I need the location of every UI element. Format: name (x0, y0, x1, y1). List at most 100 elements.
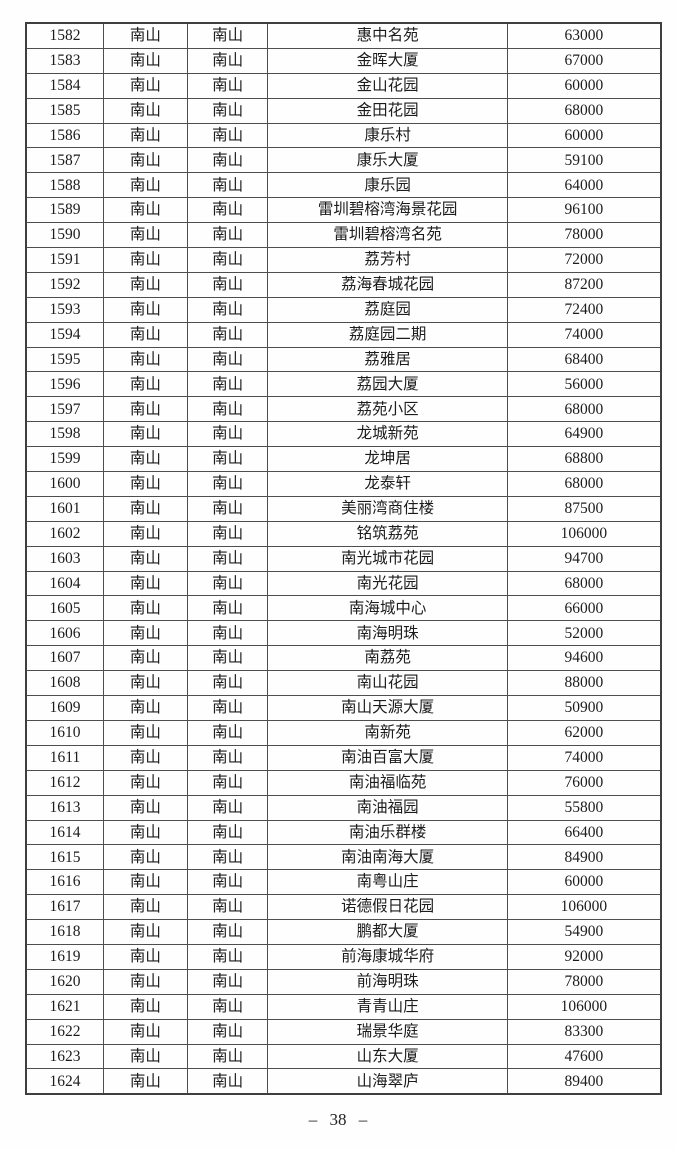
price-cell: 74000 (506, 321, 662, 348)
price-cell: 72400 (506, 296, 662, 323)
serial-number-cell: 1622 (25, 1018, 104, 1045)
serial-number-cell: 1607 (25, 645, 104, 672)
subdistrict-cell: 南山 (186, 570, 269, 597)
table-row: 1609 南山 南山 南山天源大厦 50900 (25, 695, 662, 721)
subdistrict-cell: 南山 (186, 943, 269, 970)
table-row: 1611 南山 南山 南油百富大厦 74000 (25, 744, 662, 771)
district-cell: 南山 (102, 321, 188, 348)
table-row: 1601 南山 南山 美丽湾商住楼 87500 (25, 495, 662, 522)
project-name-cell: 南光城市花园 (267, 545, 508, 572)
project-name-cell: 南油百富大厦 (267, 744, 508, 771)
project-name-cell: 南山花园 (267, 670, 508, 697)
price-cell: 92000 (506, 943, 662, 970)
project-name-cell: 金山花园 (267, 72, 508, 99)
district-cell: 南山 (102, 72, 188, 99)
district-cell: 南山 (102, 172, 188, 199)
subdistrict-cell: 南山 (186, 495, 269, 522)
price-cell: 62000 (506, 719, 662, 746)
project-name-cell: 前海明珠 (267, 968, 508, 995)
project-name-cell: 康乐村 (267, 122, 508, 149)
district-cell: 南山 (102, 943, 188, 970)
serial-number-cell: 1624 (25, 1068, 104, 1095)
district-cell: 南山 (102, 695, 188, 721)
subdistrict-cell: 南山 (186, 545, 269, 572)
table-row: 1605 南山 南山 南海城中心 66000 (25, 595, 662, 622)
serial-number-cell: 1593 (25, 296, 104, 323)
district-cell: 南山 (102, 545, 188, 572)
project-name-cell: 南海城中心 (267, 595, 508, 622)
table-row: 1586 南山 南山 康乐村 60000 (25, 122, 662, 149)
district-cell: 南山 (102, 197, 188, 224)
serial-number-cell: 1601 (25, 495, 104, 522)
price-cell: 96100 (506, 197, 662, 224)
price-cell: 68000 (506, 570, 662, 597)
table-row: 1606 南山 南山 南海明珠 52000 (25, 620, 662, 647)
serial-number-cell: 1616 (25, 869, 104, 896)
project-name-cell: 荔庭园二期 (267, 321, 508, 348)
serial-number-cell: 1597 (25, 396, 104, 423)
table-row: 1585 南山 南山 金田花园 68000 (25, 97, 662, 124)
subdistrict-cell: 南山 (186, 620, 269, 647)
price-cell: 63000 (506, 22, 662, 49)
table-row: 1588 南山 南山 康乐园 64000 (25, 172, 662, 199)
district-cell: 南山 (102, 346, 188, 373)
table-row: 1610 南山 南山 南新苑 62000 (25, 719, 662, 746)
serial-number-cell: 1583 (25, 47, 104, 74)
serial-number-cell: 1611 (25, 744, 104, 771)
price-cell: 78000 (506, 968, 662, 995)
price-cell: 106000 (506, 520, 662, 547)
project-name-cell: 南光花园 (267, 570, 508, 597)
district-cell: 南山 (102, 296, 188, 323)
subdistrict-cell: 南山 (186, 147, 269, 174)
subdistrict-cell: 南山 (186, 645, 269, 672)
price-cell: 59100 (506, 147, 662, 174)
price-cell: 87200 (506, 271, 662, 298)
subdistrict-cell: 南山 (186, 346, 269, 373)
district-cell: 南山 (102, 396, 188, 423)
table-row: 1600 南山 南山 龙泰轩 68000 (25, 471, 662, 497)
project-name-cell: 荔园大厦 (267, 371, 508, 398)
subdistrict-cell: 南山 (186, 72, 269, 99)
serial-number-cell: 1619 (25, 943, 104, 970)
price-cell: 68800 (506, 446, 662, 473)
serial-number-cell: 1586 (25, 122, 104, 149)
price-cell: 67000 (506, 47, 662, 74)
subdistrict-cell: 南山 (186, 695, 269, 721)
project-name-cell: 铭筑荔苑 (267, 520, 508, 547)
project-name-cell: 前海康城华府 (267, 943, 508, 970)
table-row: 1591 南山 南山 荔芳村 72000 (25, 247, 662, 273)
project-name-cell: 南海明珠 (267, 620, 508, 647)
table-row: 1597 南山 南山 荔苑小区 68000 (25, 396, 662, 423)
serial-number-cell: 1604 (25, 570, 104, 597)
price-cell: 88000 (506, 670, 662, 697)
project-name-cell: 南油福临苑 (267, 769, 508, 796)
subdistrict-cell: 南山 (186, 869, 269, 896)
district-cell: 南山 (102, 670, 188, 697)
serial-number-cell: 1617 (25, 894, 104, 921)
subdistrict-cell: 南山 (186, 1018, 269, 1045)
subdistrict-cell: 南山 (186, 1068, 269, 1095)
price-cell: 83300 (506, 1018, 662, 1045)
project-name-cell: 南荔苑 (267, 645, 508, 672)
district-cell: 南山 (102, 620, 188, 647)
serial-number-cell: 1589 (25, 197, 104, 224)
table-row: 1620 南山 南山 前海明珠 78000 (25, 968, 662, 995)
price-cell: 68000 (506, 396, 662, 423)
district-cell: 南山 (102, 595, 188, 622)
serial-number-cell: 1599 (25, 446, 104, 473)
district-cell: 南山 (102, 819, 188, 846)
price-cell: 68000 (506, 471, 662, 497)
district-cell: 南山 (102, 271, 188, 298)
price-cell: 56000 (506, 371, 662, 398)
project-name-cell: 惠中名苑 (267, 22, 508, 49)
subdistrict-cell: 南山 (186, 371, 269, 398)
subdistrict-cell: 南山 (186, 22, 269, 49)
price-cell: 94600 (506, 645, 662, 672)
project-name-cell: 山东大厦 (267, 1043, 508, 1070)
subdistrict-cell: 南山 (186, 595, 269, 622)
serial-number-cell: 1606 (25, 620, 104, 647)
serial-number-cell: 1613 (25, 794, 104, 821)
price-cell: 89400 (506, 1068, 662, 1095)
serial-number-cell: 1591 (25, 247, 104, 273)
